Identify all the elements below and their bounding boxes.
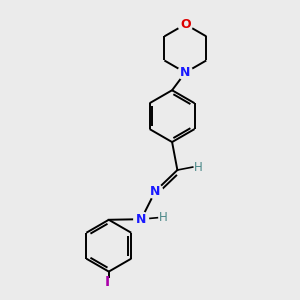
- Text: N: N: [136, 213, 146, 226]
- Text: I: I: [105, 275, 110, 289]
- Circle shape: [178, 65, 193, 80]
- Circle shape: [178, 17, 193, 32]
- Text: N: N: [180, 66, 190, 79]
- Text: N: N: [150, 185, 160, 198]
- Circle shape: [134, 212, 148, 226]
- Text: H: H: [159, 211, 168, 224]
- Text: O: O: [180, 18, 190, 31]
- Circle shape: [148, 184, 163, 199]
- Text: H: H: [194, 160, 203, 174]
